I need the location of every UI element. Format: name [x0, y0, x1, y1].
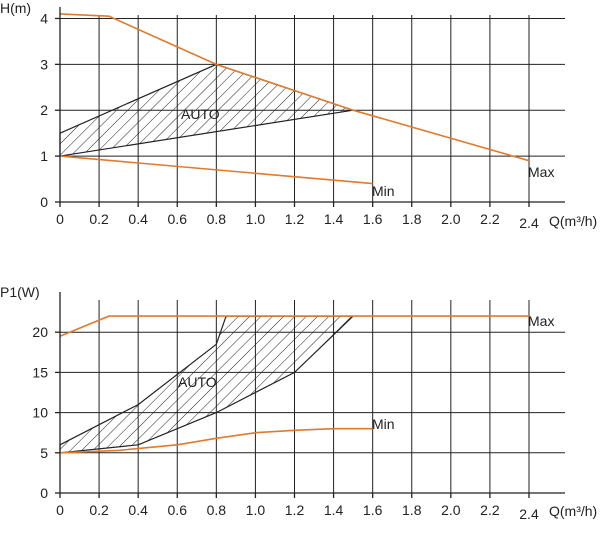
power-x-tick-labels: 0 0.2 0.4 0.6 0.8 1.0 1.2 1.4 1.6 1.8 2.0 2.2 2.4: [56, 502, 539, 522]
head-y-axis-title: H(m): [0, 0, 31, 16]
power-y-axis-title: P1(W): [0, 284, 40, 300]
power-axes: [55, 292, 565, 498]
head-x-tick-label: 2.4: [519, 215, 539, 231]
power-x-tick-label: 0.6: [168, 502, 188, 518]
head-auto-label: AUTO: [181, 106, 220, 122]
power-auto-label: AUTO: [178, 374, 217, 390]
head-x-tick-label: 0: [56, 211, 64, 227]
head-chart: 0 0.2 0.4 0.6 0.8 1.0 1.2 1.4 1.6 1.8 2.0 2.2 2.4 0 1…: [0, 0, 597, 231]
head-x-tick-label: 0.6: [168, 211, 188, 227]
power-x-tick-label: 0: [56, 502, 64, 518]
head-x-axis-title: Q(m³/h): [549, 213, 597, 229]
head-y-tick-label: 0: [40, 194, 48, 210]
power-x-tick-label: 1.2: [285, 502, 305, 518]
head-x-tick-labels: 0 0.2 0.4 0.6 0.8 1.0 1.2 1.4 1.6 1.8 2.0 2.2 2.4: [56, 211, 539, 231]
head-x-tick-label: 0.4: [128, 211, 148, 227]
power-min-curve: [59, 427, 373, 454]
power-x-tick-label: 1.6: [363, 502, 383, 518]
head-x-tick-label: 2.2: [480, 211, 500, 227]
power-y-tick-label: 0: [40, 485, 48, 501]
head-y-tick-labels: 0 1 2 3 4: [40, 10, 48, 210]
power-y-tick-label: 15: [32, 364, 48, 380]
power-y-tick-label: 20: [32, 324, 48, 340]
head-x-tick-label: 1.0: [246, 211, 266, 227]
power-x-tick-label: 0.8: [207, 502, 227, 518]
power-x-tick-label: 2.4: [519, 506, 539, 522]
power-chart: 0 0.2 0.4 0.6 0.8 1.0 1.2 1.4 1.6 1.8 2.0 2.2 2.4 0 5…: [0, 284, 597, 522]
head-y-tick-label: 2: [40, 102, 48, 118]
head-y-tick-label: 4: [40, 10, 48, 26]
power-max-curve: [59, 315, 529, 337]
head-min-label: Min: [372, 183, 395, 199]
power-y-tick-label: 10: [32, 405, 48, 421]
power-y-tick-label: 5: [40, 445, 48, 461]
head-x-tick-label: 2.0: [441, 211, 461, 227]
power-x-tick-label: 0.2: [89, 502, 109, 518]
power-x-tick-label: 2.2: [480, 502, 500, 518]
head-x-tick-label: 0.2: [89, 211, 109, 227]
head-y-tick-label: 1: [40, 148, 48, 164]
power-x-tick-label: 1.0: [246, 502, 266, 518]
head-x-tick-label: 1.8: [402, 211, 422, 227]
power-x-tick-label: 2.0: [441, 502, 461, 518]
power-x-tick-label: 1.8: [402, 502, 422, 518]
head-x-tick-label: 0.8: [207, 211, 227, 227]
head-axes: [55, 7, 565, 207]
head-x-tick-label: 1.4: [324, 211, 344, 227]
power-x-axis-title: Q(m³/h): [549, 503, 597, 519]
power-x-tick-label: 1.4: [324, 502, 344, 518]
power-max-label: Max: [528, 313, 554, 329]
head-max-label: Max: [528, 164, 554, 180]
head-max-curve: [59, 13, 530, 162]
head-x-tick-label: 1.6: [363, 211, 383, 227]
head-y-tick-label: 3: [40, 56, 48, 72]
power-x-tick-label: 0.4: [128, 502, 148, 518]
power-auto-band: [59, 315, 355, 454]
head-min-curve: [59, 155, 373, 185]
power-y-tick-labels: 0 5 10 15 20: [32, 324, 48, 501]
head-x-tick-label: 1.2: [285, 211, 305, 227]
power-min-label: Min: [372, 416, 395, 432]
